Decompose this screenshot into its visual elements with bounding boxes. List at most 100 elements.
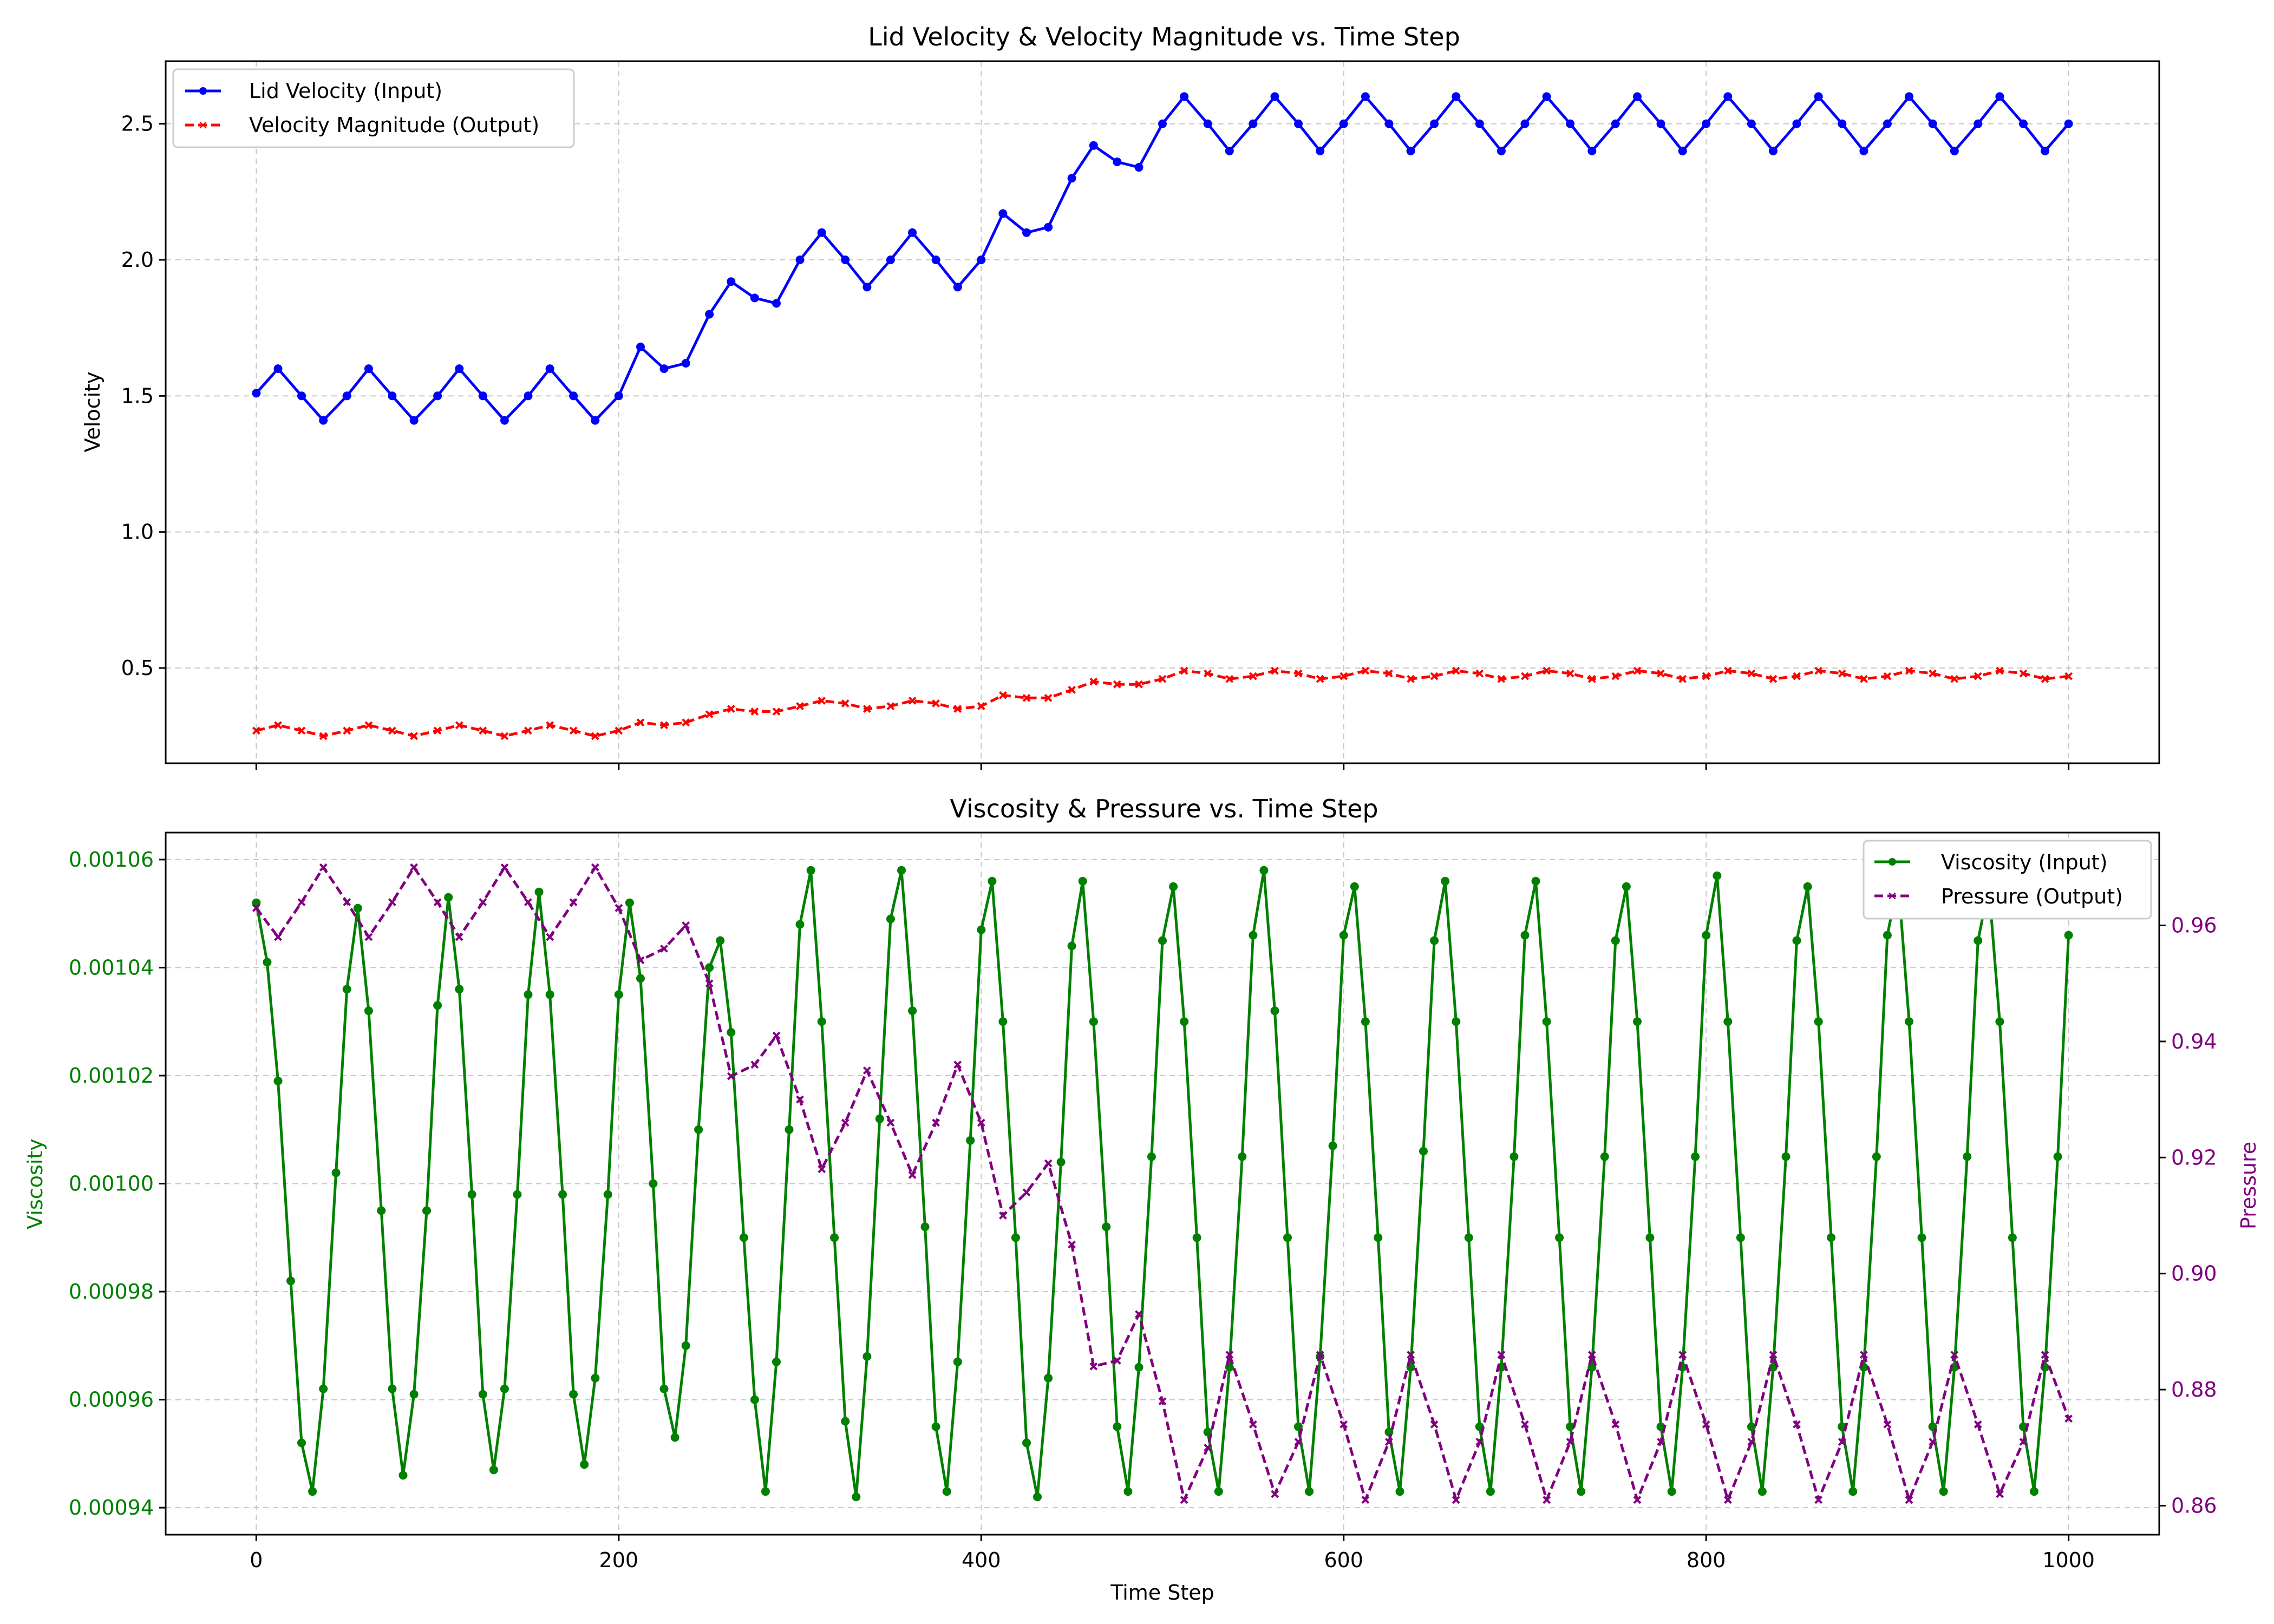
viscosity-input-point (1464, 1233, 1473, 1242)
velocity-legend-box (172, 68, 575, 148)
lid-velocity-input-point (569, 391, 578, 401)
viscosity-input-point (2008, 1233, 2017, 1242)
viscosity-input-point (920, 1222, 930, 1232)
pressure-output-point (1339, 1420, 1348, 1429)
legend-marker-velocity-magnitude: ✕ (198, 119, 208, 133)
series-velocity-magnitude-output (252, 666, 2073, 741)
viscosity-input-point (353, 903, 362, 913)
lid-velocity-input-point (1566, 119, 1575, 128)
viscosity-pressure-panel: Viscosity & Pressure vs. Time Step 0 200 4… (23, 794, 2260, 1605)
viscosity-input-point (1374, 1233, 1383, 1242)
viscosity-input-point (569, 1390, 578, 1399)
pressure-output-point (1883, 1420, 1892, 1429)
viscosity-input-point (297, 1438, 306, 1448)
lid-velocity-input-point (1158, 119, 1167, 128)
viscosity-input-point (319, 1384, 328, 1393)
viscosity-input-point (862, 1352, 872, 1361)
pressure-y-axis-label: Pressure (2237, 1142, 2260, 1229)
velocity-magnitude-output-point (1633, 666, 1642, 675)
viscosity-input-point (1430, 936, 1439, 945)
pressure-output-point (1271, 1490, 1279, 1498)
viscosity-input-point (1044, 1373, 1053, 1383)
lid-velocity-input-point (1905, 92, 1914, 101)
pressure-output-point (682, 921, 690, 929)
lid-velocity-input-point (1406, 146, 1415, 155)
y2-tick-label: 0.88 (2171, 1378, 2217, 1402)
viscosity-input-point (1419, 1147, 1428, 1156)
pressure-output-point (1747, 1438, 1756, 1446)
pressure-output-point (1089, 1362, 1098, 1371)
lid-velocity-input-point (297, 391, 306, 401)
viscosity-input-point (716, 936, 725, 945)
velocity-magnitude-output-point (1089, 677, 1098, 686)
x-tick-label: 600 (1324, 1548, 1363, 1572)
lid-velocity-input-point (1430, 119, 1439, 128)
velocity-magnitude-output-point (932, 699, 940, 708)
pressure-output-point (524, 898, 532, 907)
pressure-output-point (1497, 1351, 1506, 1359)
velocity-magnitude-output-point (591, 732, 599, 741)
viscosity-input-point (1033, 1492, 1042, 1502)
legend-marker-lid-velocity (199, 87, 207, 95)
pressure-output-point (1180, 1496, 1188, 1504)
velocity-magnitude-output-point (297, 726, 306, 735)
y2-tick-label: 0.90 (2171, 1262, 2217, 1286)
viscosity-input-point (1089, 1017, 1098, 1026)
viscosity-input-point (455, 985, 464, 994)
viscosity-input-point (534, 887, 544, 896)
lid-velocity-input-point (591, 416, 600, 425)
viscosity-input-point (1566, 1422, 1575, 1431)
velocity-magnitude-output-point (546, 721, 554, 730)
pressure-output-point (1452, 1496, 1460, 1504)
velocity-magnitude-output-point (796, 702, 804, 710)
pressure-output-point (1044, 1159, 1053, 1168)
pressure-output-point (750, 1060, 759, 1069)
viscosity-input-point (1270, 1006, 1279, 1016)
viscosity-input-point (1905, 1017, 1914, 1026)
lid-velocity-input-point (841, 256, 850, 264)
velocity-magnitude-output-point (727, 705, 735, 713)
viscosity-input-point (1781, 1152, 1791, 1161)
velocity-magnitude-output-point (1929, 669, 1937, 678)
y-tick-label: 0.00104 (69, 955, 154, 979)
velocity-panel: Lid Velocity & Velocity Magnitude vs. Ti… (81, 22, 2160, 770)
pressure-output-point (1521, 1420, 1529, 1429)
velocity-chart-title: Lid Velocity & Velocity Magnitude vs. Ti… (868, 22, 1460, 51)
viscosity-input-point (1736, 1233, 1745, 1242)
pressure-output-point (569, 898, 578, 907)
pressure-output-point (500, 863, 509, 872)
viscosity-input-point (1520, 931, 1530, 940)
viscosity-input-point (908, 1006, 917, 1016)
pressure-output-point (433, 898, 442, 907)
viscosity-input-point (614, 990, 623, 999)
lid-velocity-input-point (953, 283, 962, 292)
viscosity-input-point (377, 1206, 386, 1215)
lid-velocity-input-point (705, 310, 714, 319)
velocity-magnitude-output-point (2064, 672, 2073, 680)
velocity-series (252, 92, 2073, 741)
viscosity-input-point (886, 914, 895, 924)
pressure-output-point (705, 979, 714, 988)
pressure-output-point (1113, 1357, 1121, 1365)
lid-velocity-input-point (1995, 92, 2004, 101)
legend-label-lid-velocity: Lid Velocity (Input) (249, 79, 442, 103)
lid-velocity-input-point (1134, 163, 1143, 172)
lid-velocity-input-point (1859, 146, 1868, 155)
lid-velocity-input-point (252, 389, 261, 398)
velocity-magnitude-output-point (1271, 666, 1279, 675)
pressure-output-point (1678, 1351, 1687, 1359)
lid-velocity-input-point (433, 391, 442, 401)
velocity-magnitude-output-point (1022, 693, 1031, 702)
viscosity-input-point (1622, 882, 1631, 891)
viscosity-input-point (478, 1390, 487, 1399)
legend-label-pressure: Pressure (Output) (1941, 885, 2123, 908)
viscosity-input-point (830, 1233, 839, 1242)
pressure-output-point (1723, 1496, 1732, 1504)
pressure-output-point (479, 898, 487, 907)
lid-velocity-input-point (478, 391, 487, 401)
viscosity-input-point (1056, 1157, 1066, 1167)
velocity-magnitude-output-point (1316, 675, 1324, 683)
viscosity-input-point (1339, 931, 1348, 940)
lid-velocity-input-point (862, 283, 872, 292)
velocity-legend: Lid Velocity (Input) ✕ Velocity Magnitud… (172, 68, 575, 148)
